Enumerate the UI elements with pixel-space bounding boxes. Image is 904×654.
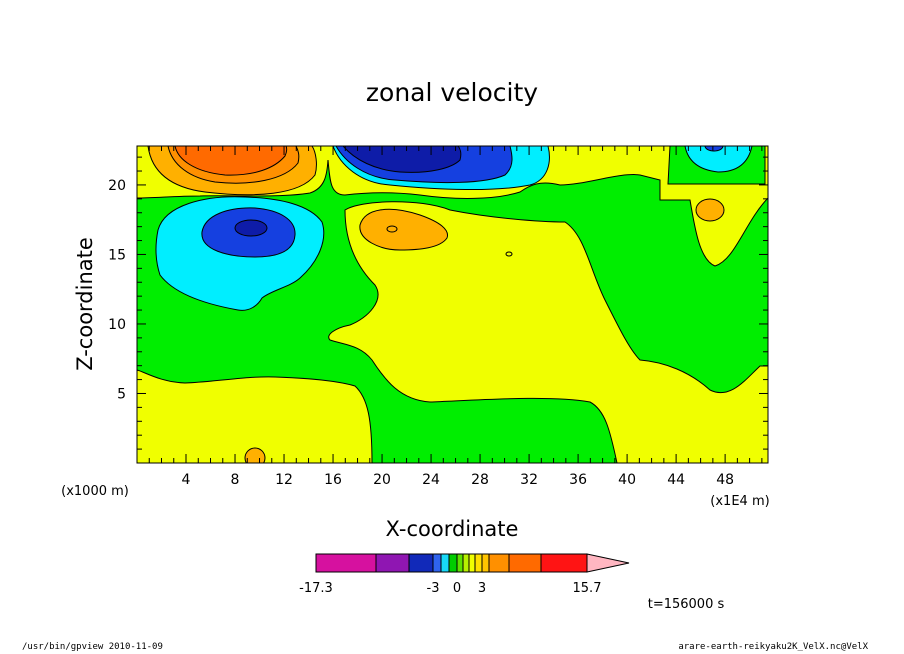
x-tick-label: 48 <box>716 472 734 488</box>
y-tick-label: 20 <box>108 178 126 194</box>
colorbar <box>315 553 630 573</box>
colorbar-segment <box>432 553 442 573</box>
colorbar-segment <box>540 553 588 573</box>
x-unit-label: (x1000 m) <box>61 484 129 499</box>
x-tick-label: 4 <box>182 472 191 488</box>
colorbar-segment <box>481 553 490 573</box>
x-tick-label: 28 <box>471 472 489 488</box>
colorbar-labels: -17.3 -3 0 3 15.7 <box>299 581 601 596</box>
chart-title: zonal velocity <box>366 78 538 107</box>
colorbar-label: 3 <box>478 581 486 596</box>
x-tick-label: 24 <box>422 472 440 488</box>
x-scale-label: (x1E4 m) <box>710 494 769 509</box>
colorbar-segment <box>488 553 510 573</box>
x-axis-label: X-coordinate <box>386 517 519 541</box>
colorbar-label: 15.7 <box>573 581 602 596</box>
colorbar-arrow <box>586 553 630 573</box>
x-tick-label: 36 <box>569 472 587 488</box>
x-tick-label: 40 <box>618 472 636 488</box>
region-bottom-left-yellow <box>137 369 373 463</box>
colorbar-segment <box>508 553 542 573</box>
region-orange-right <box>695 198 725 222</box>
colorbar-segment <box>375 553 410 573</box>
plot-area <box>137 146 768 463</box>
region-cyan-top-right <box>684 146 753 173</box>
y-axis-label: Z-coordinate <box>73 237 97 371</box>
colorbar-segment <box>408 553 434 573</box>
colorbar-segment <box>456 553 464 573</box>
x-tick-label: 8 <box>231 472 240 488</box>
y-tick-label: 15 <box>108 247 126 263</box>
x-tick-label: 20 <box>373 472 391 488</box>
colorbar-segment <box>315 553 377 573</box>
x-tick-label: 12 <box>275 472 293 488</box>
x-tick-label: 44 <box>667 472 685 488</box>
axis-ticks <box>137 146 768 463</box>
region-central-yellow <box>328 201 768 463</box>
colorbar-segment <box>468 553 476 573</box>
region-orange-core <box>174 146 288 176</box>
x-tick-labels: 4 8 12 16 20 24 28 32 36 40 44 48 <box>182 472 734 488</box>
footer-left: /usr/bin/gpview 2010-11-09 <box>22 642 163 652</box>
time-label: t=156000 s <box>648 597 725 612</box>
x-tick-label: 16 <box>324 472 342 488</box>
colorbar-label: 0 <box>453 581 461 596</box>
region-blue-top-right <box>704 146 724 152</box>
colorbar-segment <box>474 553 483 573</box>
colorbar-segment <box>462 553 470 573</box>
y-tick-label: 10 <box>108 317 126 333</box>
colorbar-segment <box>448 553 458 573</box>
region-yellow-small <box>505 251 513 257</box>
colorbar-label: -3 <box>427 581 440 596</box>
colorbar-label: -17.3 <box>299 581 333 596</box>
region-darkblue-left <box>234 219 268 237</box>
region-orange-bottom <box>244 447 266 463</box>
region-orange-center <box>359 208 449 251</box>
colorbar-segment <box>440 553 450 573</box>
region-orange-center-core <box>386 225 398 233</box>
y-tick-labels: 5 10 15 20 <box>108 178 126 403</box>
x-tick-label: 32 <box>520 472 538 488</box>
y-tick-label: 5 <box>117 386 126 402</box>
plot-frame <box>136 145 769 464</box>
footer-right: arare-earth-reikyaku2K_VelX.nc@VelX <box>678 642 868 652</box>
